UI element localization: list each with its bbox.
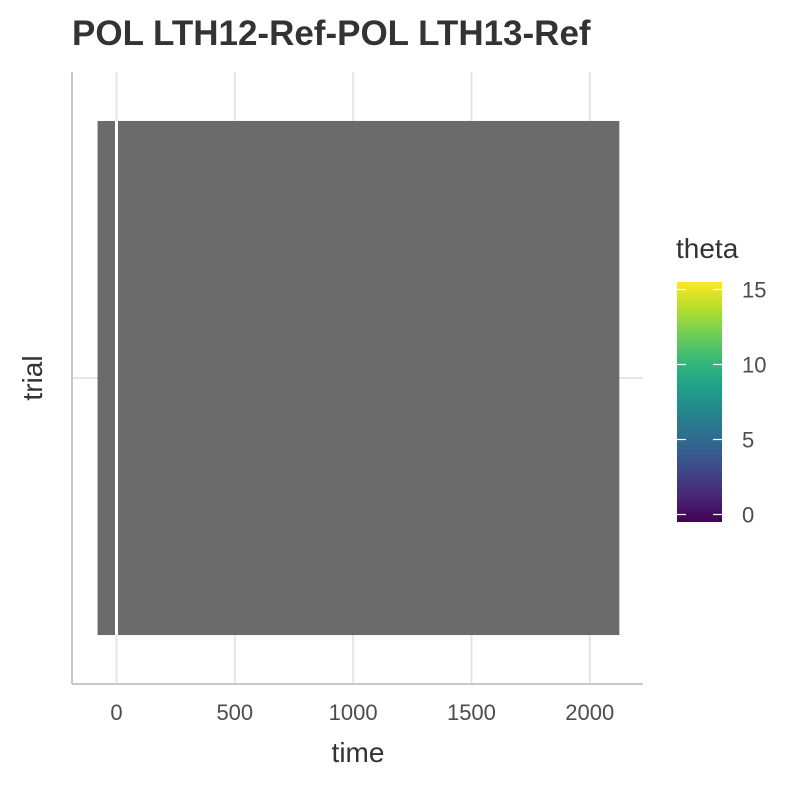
legend-tick-label: 15 <box>742 278 766 303</box>
legend-tick-label: 10 <box>742 353 766 378</box>
legend-ticks: 0 5 10 15 <box>677 278 766 528</box>
x-tick-label: 1500 <box>447 700 496 725</box>
heatmap-tiles <box>97 120 620 636</box>
x-tick-label: 0 <box>110 700 122 725</box>
legend-tick-label: 0 <box>742 503 754 528</box>
legend-colorbar <box>677 282 722 522</box>
plot-area: 0 500 1000 1500 2000 <box>71 72 643 725</box>
x-axis-title: time <box>332 737 385 768</box>
x-axis-ticks: 0 500 1000 1500 2000 <box>110 700 614 725</box>
heatmap-tile <box>97 120 620 636</box>
y-axis-title: trial <box>17 355 48 400</box>
legend-tick-label: 5 <box>742 428 754 453</box>
x-tick-label: 2000 <box>565 700 614 725</box>
color-legend: theta 0 5 10 15 <box>676 233 766 528</box>
x-tick-label: 1000 <box>329 700 378 725</box>
legend-title: theta <box>676 233 739 264</box>
chart-title: POL LTH12-Ref-POL LTH13-Ref <box>72 14 591 53</box>
x-tick-label: 500 <box>216 700 253 725</box>
